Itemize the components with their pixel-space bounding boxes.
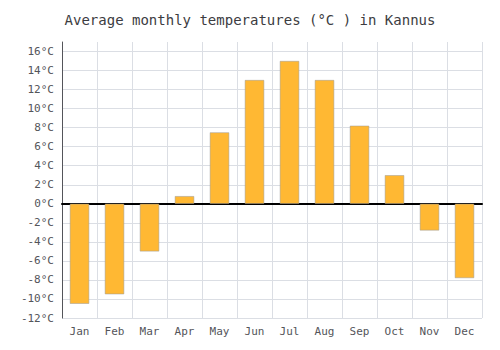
svg-text:8°C: 8°C	[34, 121, 54, 134]
svg-text:4°C: 4°C	[34, 159, 54, 172]
svg-text:Feb: Feb	[105, 325, 125, 338]
svg-text:16°C: 16°C	[28, 45, 55, 58]
svg-text:Jun: Jun	[245, 325, 265, 338]
svg-text:May: May	[210, 325, 230, 338]
svg-text:Dec: Dec	[455, 325, 475, 338]
svg-text:-12°C: -12°C	[21, 312, 54, 325]
svg-text:Apr: Apr	[175, 325, 195, 338]
svg-text:Average monthly temperatures (: Average monthly temperatures (°C ) in Ka…	[65, 12, 436, 28]
svg-text:12°C: 12°C	[28, 83, 55, 96]
svg-text:6°C: 6°C	[34, 140, 54, 153]
svg-text:Nov: Nov	[420, 325, 440, 338]
svg-text:Jul: Jul	[280, 325, 300, 338]
svg-text:-8°C: -8°C	[28, 273, 55, 286]
svg-text:2°C: 2°C	[34, 178, 54, 191]
svg-text:14°C: 14°C	[28, 64, 55, 77]
svg-text:Sep: Sep	[350, 325, 370, 338]
svg-text:-6°C: -6°C	[28, 254, 55, 267]
svg-text:Oct: Oct	[385, 325, 405, 338]
svg-text:-2°C: -2°C	[28, 216, 55, 229]
svg-text:Jan: Jan	[70, 325, 90, 338]
svg-text:-4°C: -4°C	[28, 235, 55, 248]
svg-text:Mar: Mar	[140, 325, 160, 338]
svg-text:0°C: 0°C	[34, 197, 54, 210]
svg-text:-10°C: -10°C	[21, 292, 54, 305]
svg-text:10°C: 10°C	[28, 102, 55, 115]
svg-text:Aug: Aug	[315, 325, 335, 338]
